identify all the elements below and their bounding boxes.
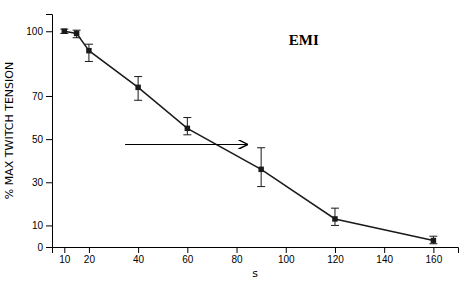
error-bar xyxy=(331,208,339,225)
x-tick-mark xyxy=(237,247,238,253)
x-tick: 160 xyxy=(426,247,443,265)
x-tick-label: 120 xyxy=(327,254,344,265)
y-tick-mark xyxy=(46,31,52,32)
y-tick-mark xyxy=(46,96,52,97)
x-tick: 60 xyxy=(182,247,194,265)
x-tick-mark xyxy=(335,247,336,253)
y-axis-line xyxy=(46,15,53,248)
x-tick-label: 20 xyxy=(84,254,96,265)
error-bar xyxy=(85,44,93,61)
y-tick: 30 xyxy=(32,177,52,188)
x-tick: 100 xyxy=(278,247,295,265)
y-tick: 100 xyxy=(26,26,52,37)
x-tick-mark xyxy=(64,247,65,253)
error-bar-cap-upper xyxy=(85,44,93,45)
point xyxy=(185,126,190,131)
y-tick-label: 0 xyxy=(37,242,43,253)
error-bar-cap-upper xyxy=(73,30,81,31)
x-tick-mark xyxy=(187,247,188,253)
y-tick-mark xyxy=(46,225,52,226)
x-tick: 20 xyxy=(84,247,96,265)
error-bar xyxy=(183,118,191,135)
annotation: EMI xyxy=(289,32,319,48)
error-bar-cap-upper xyxy=(183,117,191,118)
error-bar-cap-lower xyxy=(85,61,93,62)
error-bar-cap-lower xyxy=(134,100,142,101)
x-tick-label: 60 xyxy=(182,254,194,265)
x-tick-mark xyxy=(286,247,287,253)
point xyxy=(135,85,140,90)
data-layer xyxy=(60,29,437,244)
x-axis-title: s xyxy=(252,267,258,280)
x-tick-mark xyxy=(138,247,139,253)
y-axis-title: % MAX TWITCH TENSION xyxy=(3,62,16,199)
y-tick-mark xyxy=(46,182,52,183)
error-bar-cap-lower xyxy=(73,37,81,38)
x-tick-label: 80 xyxy=(231,254,243,265)
y-axis: 0 10 30 50 70 100 xyxy=(26,15,52,253)
line xyxy=(64,31,433,240)
error-bar xyxy=(429,236,437,244)
x-tick-label: 100 xyxy=(278,254,295,265)
y-tick: 0 xyxy=(37,242,52,253)
x-axis-line xyxy=(53,248,459,254)
point xyxy=(62,29,67,34)
y-tick-label: 30 xyxy=(32,177,44,188)
y-tick-mark xyxy=(46,139,52,140)
x-tick: 140 xyxy=(376,247,393,265)
y-tick: 10 xyxy=(32,220,52,231)
error-bar-cap-upper xyxy=(331,208,339,209)
x-tick-label: 40 xyxy=(133,254,145,265)
point xyxy=(74,31,79,36)
x-tick-label: 160 xyxy=(426,254,443,265)
error-bar-cap-upper xyxy=(134,76,142,77)
y-tick: 70 xyxy=(32,91,52,102)
y-tick-label: 100 xyxy=(26,26,43,37)
error-bar-cap-lower xyxy=(429,243,437,244)
x-tick-mark xyxy=(384,247,385,253)
error-bar xyxy=(134,77,142,101)
arrow xyxy=(125,144,247,145)
x-tick-mark xyxy=(89,247,90,253)
y-tick-label: 10 xyxy=(32,220,44,231)
x-tick-label: 140 xyxy=(376,254,393,265)
point xyxy=(258,167,263,172)
point xyxy=(86,48,91,53)
x-tick-label: 10 xyxy=(59,254,71,265)
error-bar-cap-upper xyxy=(257,147,265,148)
y-tick-label: 50 xyxy=(32,134,44,145)
x-tick: 80 xyxy=(231,247,243,265)
point xyxy=(431,238,436,243)
x-tick-mark xyxy=(433,247,434,253)
error-bar xyxy=(73,30,81,38)
x-tick: 10 xyxy=(59,247,71,265)
x-axis: 10 20 40 60 80 100 120 140 160 xyxy=(53,247,459,265)
chart: 10 20 40 60 80 100 120 140 160 0 10 30 50 70 100 EMI s % … xyxy=(0,0,474,283)
error-bar xyxy=(60,29,68,33)
x-tick: 120 xyxy=(327,247,344,265)
point xyxy=(332,216,337,221)
error-bar-cap-lower xyxy=(183,134,191,135)
plot: 10 20 40 60 80 100 120 140 160 0 10 30 50 70 100 EMI xyxy=(26,15,458,266)
x-tick: 40 xyxy=(133,247,145,265)
error-bar xyxy=(257,148,265,187)
y-tick: 50 xyxy=(32,134,52,145)
y-tick-mark xyxy=(46,247,52,248)
y-tick-label: 70 xyxy=(32,91,44,102)
error-bar-cap-upper xyxy=(429,236,437,237)
error-bar-cap-lower xyxy=(331,225,339,226)
error-bar-cap-lower xyxy=(257,186,265,187)
